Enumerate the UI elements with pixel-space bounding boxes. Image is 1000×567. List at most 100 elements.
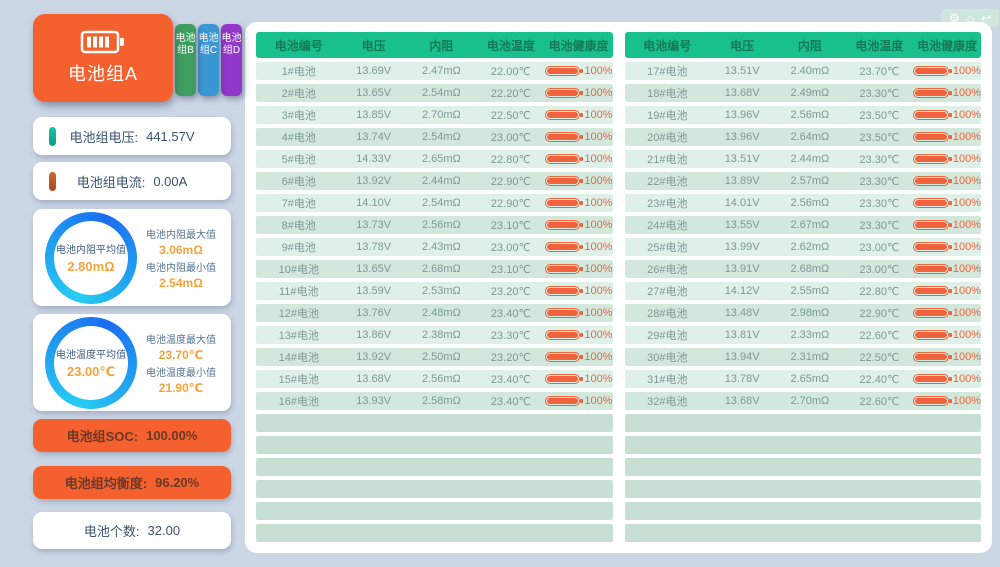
home-icon[interactable]: ⌂: [966, 11, 974, 25]
health-percent: 100%: [584, 65, 613, 77]
battery-temperature: 23.00℃: [859, 241, 900, 254]
tab-pack-d[interactable]: 电池组D: [221, 24, 242, 96]
pack-balance-label: 电池组均衡度:: [64, 476, 148, 491]
health-percent: 100%: [584, 87, 613, 99]
battery-health: 100%: [913, 307, 981, 319]
battery-id: 29#电池: [647, 330, 688, 342]
table-row: 22#电池 13.89V 2.57mΩ 23.30℃ 100%: [624, 172, 981, 190]
health-bar-icon: [544, 176, 583, 186]
battery-voltage: 13.65V: [356, 87, 392, 99]
battery-health: 100%: [913, 109, 981, 121]
gear-icon[interactable]: ⚙: [948, 11, 960, 25]
health-bar-icon: [544, 330, 583, 340]
tab-pack-a-active[interactable]: 电池组A: [33, 14, 173, 102]
health-percent: 100%: [952, 131, 981, 143]
health-percent: 100%: [952, 285, 981, 297]
health-bar-icon: [544, 264, 583, 274]
battery-table-left: 电池编号 电压 内阻 电池温度 电池健康度 1#电池 13.69V 2.47mΩ 22…: [256, 32, 613, 543]
col-voltage: 电压: [361, 38, 386, 53]
empty-row: [624, 458, 981, 476]
table-row: 17#电池 13.51V 2.40mΩ 23.70℃ 100%: [624, 62, 981, 80]
battery-voltage: 13.92V: [356, 175, 392, 187]
battery-voltage: 13.73V: [356, 219, 392, 231]
battery-temperature: 23.30℃: [859, 219, 900, 232]
battery-id: 3#电池: [281, 110, 316, 122]
tab-pack-c[interactable]: 电池组C: [198, 24, 219, 96]
battery-temperature: 23.40℃: [490, 373, 531, 386]
resistance-avg-value: 2.80mΩ: [67, 259, 115, 274]
battery-temperature: 23.00℃: [859, 263, 900, 276]
battery-voltage: 13.68V: [724, 87, 760, 99]
health-percent: 100%: [952, 395, 981, 407]
battery-resistance: 2.31mΩ: [790, 351, 830, 363]
health-bar-icon: [913, 132, 952, 142]
empty-row: [256, 524, 613, 542]
table-row: 24#电池 13.55V 2.67mΩ 23.30℃ 100%: [624, 216, 981, 234]
battery-voltage: 13.96V: [724, 109, 760, 121]
battery-resistance: 2.65mΩ: [790, 373, 830, 385]
battery-resistance: 2.57mΩ: [790, 175, 830, 187]
battery-health: 100%: [913, 263, 981, 275]
battery-id: 4#电池: [281, 132, 316, 144]
battery-temperature: 23.40℃: [490, 307, 531, 320]
health-percent: 100%: [952, 241, 981, 253]
empty-row: [624, 480, 981, 498]
health-percent: 100%: [584, 263, 613, 275]
battery-id: 21#电池: [647, 154, 688, 166]
health-percent: 100%: [952, 87, 981, 99]
battery-health: 100%: [913, 351, 981, 363]
battery-resistance: 2.56mΩ: [790, 109, 830, 121]
battery-id: 8#电池: [281, 220, 316, 232]
battery-id: 18#电池: [647, 88, 688, 100]
battery-health: 100%: [544, 285, 612, 297]
battery-resistance: 2.47mΩ: [421, 65, 461, 77]
table-row: 28#电池 13.48V 2.98mΩ 22.90℃ 100%: [624, 304, 981, 322]
table-row: 16#电池 13.93V 2.58mΩ 23.40℃ 100%: [256, 392, 613, 410]
battery-resistance: 2.68mΩ: [421, 263, 461, 275]
pack-balance-card: 电池组均衡度: 96.20%: [33, 466, 231, 499]
battery-voltage: 13.85V: [356, 109, 392, 121]
pack-voltage-value: 441.57V: [146, 128, 195, 144]
empty-row: [256, 502, 613, 520]
battery-voltage: 14.10V: [356, 197, 392, 209]
battery-health: 100%: [913, 197, 981, 209]
battery-health: 100%: [913, 65, 981, 77]
battery-voltage: 13.94V: [724, 351, 760, 363]
battery-health: 100%: [913, 329, 981, 341]
table-row: 1#电池 13.69V 2.47mΩ 22.00℃ 100%: [256, 62, 613, 80]
voltage-pill-icon: [49, 126, 56, 146]
battery-resistance: 2.49mΩ: [790, 87, 830, 99]
battery-health: 100%: [913, 373, 981, 385]
col-resistance: 内阻: [429, 38, 454, 53]
battery-voltage: 13.91V: [724, 263, 760, 275]
table-row: 14#电池 13.92V 2.50mΩ 23.20℃ 100%: [256, 348, 613, 366]
resistance-gauge-card: 电池内阻平均值 2.80mΩ 电池内阻最大值 3.06mΩ 电池内阻最小值 2.…: [33, 209, 231, 306]
battery-resistance: 2.53mΩ: [421, 285, 461, 297]
back-icon[interactable]: ↩: [980, 11, 991, 25]
battery-voltage: 13.76V: [356, 307, 392, 319]
col-temperature: 电池温度: [855, 38, 904, 53]
battery-resistance: 2.70mΩ: [790, 395, 830, 407]
battery-resistance: 2.56mΩ: [421, 373, 461, 385]
health-percent: 100%: [584, 153, 613, 165]
battery-voltage: 13.51V: [724, 153, 760, 165]
battery-id: 28#电池: [647, 308, 688, 320]
table-row: 27#电池 14.12V 2.55mΩ 22.80℃ 100%: [624, 282, 981, 300]
battery-id: 32#电池: [647, 396, 688, 408]
battery-temperature: 23.20℃: [490, 351, 531, 364]
table-row: 20#电池 13.96V 2.64mΩ 23.50℃ 100%: [624, 128, 981, 146]
battery-resistance: 2.68mΩ: [790, 263, 830, 275]
health-percent: 100%: [584, 329, 613, 341]
col-battery-id: 电池编号: [643, 38, 692, 53]
battery-temperature: 23.30℃: [490, 329, 531, 342]
tab-pack-b[interactable]: 电池组B: [175, 24, 196, 96]
pack-soc-card: 电池组SOC: 100.00%: [33, 419, 231, 452]
pack-soc-label: 电池组SOC:: [66, 429, 139, 444]
health-bar-icon: [913, 242, 952, 252]
battery-health: 100%: [913, 153, 981, 165]
health-percent: 100%: [584, 131, 613, 143]
table-row: 31#电池 13.78V 2.65mΩ 22.40℃ 100%: [624, 370, 981, 388]
battery-resistance: 2.56mΩ: [790, 197, 830, 209]
pack-voltage-label: 电池组电压:: [69, 129, 139, 145]
battery-voltage: 13.81V: [724, 329, 760, 341]
